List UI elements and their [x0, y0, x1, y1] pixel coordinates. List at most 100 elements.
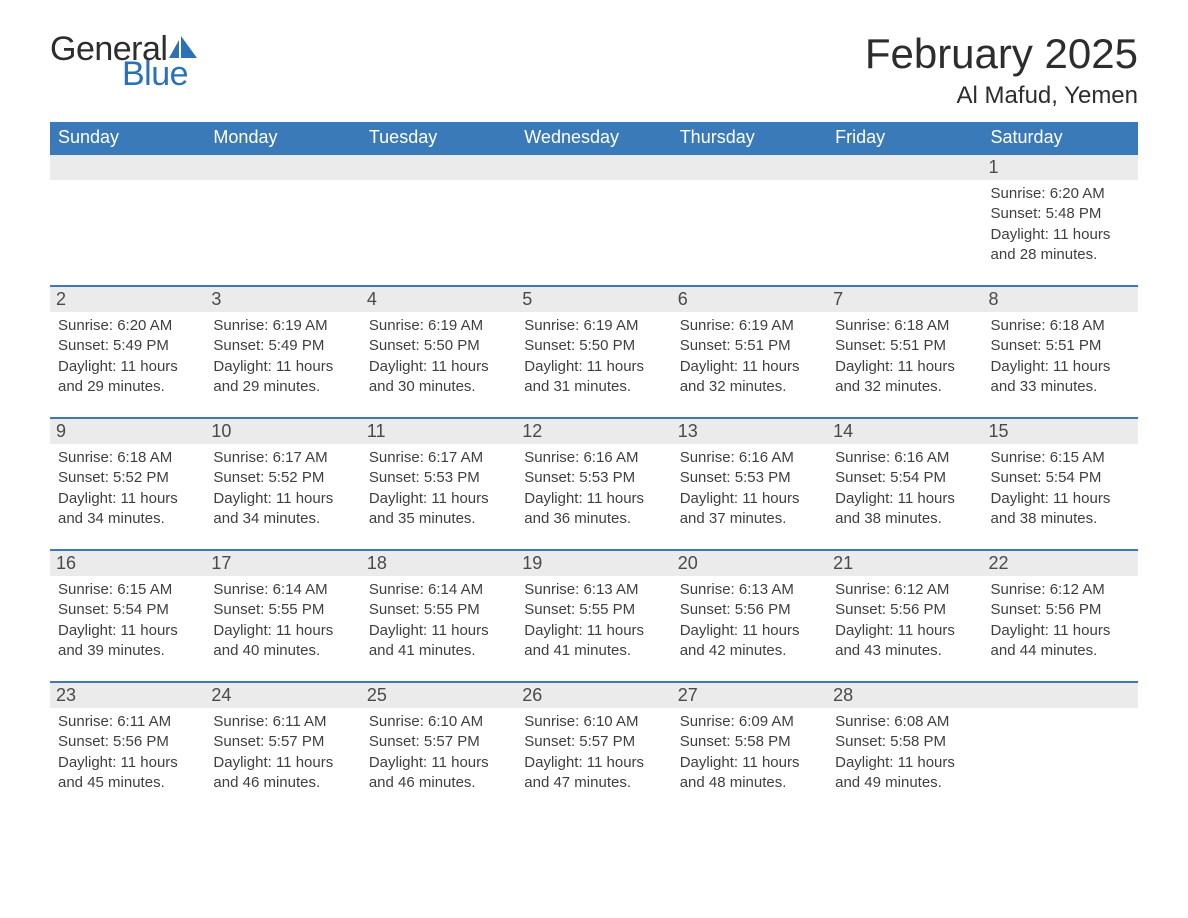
day-number: 5 [516, 285, 671, 312]
calendar-day [516, 153, 671, 285]
day-number [983, 681, 1138, 708]
calendar-day: 15 Sunrise: 6:15 AMSunset: 5:54 PMDayligh… [983, 417, 1138, 549]
location: Al Mafud, Yemen [865, 82, 1138, 110]
day-number: 11 [361, 417, 516, 444]
day-info: Sunrise: 6:18 AMSunset: 5:52 PMDaylight:… [54, 448, 201, 529]
calendar-day [983, 681, 1138, 813]
calendar-day: 2 Sunrise: 6:20 AMSunset: 5:49 PMDaylight… [50, 285, 205, 417]
calendar-day: 11 Sunrise: 6:17 AMSunset: 5:53 PMDayligh… [361, 417, 516, 549]
calendar-day: 7 Sunrise: 6:18 AMSunset: 5:51 PMDaylight… [827, 285, 982, 417]
calendar-week: 16 Sunrise: 6:15 AMSunset: 5:54 PMDayligh… [50, 549, 1138, 681]
calendar-day: 27 Sunrise: 6:09 AMSunset: 5:58 PMDayligh… [672, 681, 827, 813]
calendar-day: 28 Sunrise: 6:08 AMSunset: 5:58 PMDayligh… [827, 681, 982, 813]
day-number: 18 [361, 549, 516, 576]
day-number: 19 [516, 549, 671, 576]
weekday-header: Thursday [672, 122, 827, 153]
day-number [361, 153, 516, 180]
page-header: General Blue February 2025 Al Mafud, Yem… [50, 30, 1138, 110]
calendar-day: 18 Sunrise: 6:14 AMSunset: 5:55 PMDayligh… [361, 549, 516, 681]
day-number: 9 [50, 417, 205, 444]
calendar-day: 10Sunrise: 6:17 AMSunset: 5:52 PMDayligh… [205, 417, 360, 549]
day-info: Sunrise: 6:19 AMSunset: 5:50 PMDaylight:… [365, 316, 512, 397]
day-info: Sunrise: 6:12 AMSunset: 5:56 PMDaylight:… [987, 580, 1134, 661]
calendar-day: 19Sunrise: 6:13 AMSunset: 5:55 PMDayligh… [516, 549, 671, 681]
day-info: Sunrise: 6:19 AMSunset: 5:51 PMDaylight:… [676, 316, 823, 397]
day-number: 4 [361, 285, 516, 312]
calendar-day: 1 Sunrise: 6:20 AMSunset: 5:48 PMDaylight… [983, 153, 1138, 285]
calendar-day: 25 Sunrise: 6:10 AMSunset: 5:57 PMDayligh… [361, 681, 516, 813]
day-info: Sunrise: 6:13 AMSunset: 5:56 PMDaylight:… [676, 580, 823, 661]
day-info: Sunrise: 6:10 AMSunset: 5:57 PMDaylight:… [365, 712, 512, 793]
weekday-header: Sunday [50, 122, 205, 153]
day-number: 25 [361, 681, 516, 708]
weekday-header: Wednesday [516, 122, 671, 153]
weekday-header: Saturday [983, 122, 1138, 153]
day-number: 15 [983, 417, 1138, 444]
calendar-day: 20 Sunrise: 6:13 AMSunset: 5:56 PMDayligh… [672, 549, 827, 681]
title-block: February 2025 Al Mafud, Yemen [865, 30, 1138, 110]
calendar: SundayMondayTuesdayWednesdayThursdayFrid… [50, 122, 1138, 813]
calendar-week: 9 Sunrise: 6:18 AMSunset: 5:52 PMDaylight… [50, 417, 1138, 549]
day-info: Sunrise: 6:14 AMSunset: 5:55 PMDaylight:… [365, 580, 512, 661]
calendar-day [672, 153, 827, 285]
day-number: 14 [827, 417, 982, 444]
calendar-day: 24Sunrise: 6:11 AMSunset: 5:57 PMDayligh… [205, 681, 360, 813]
calendar-day [361, 153, 516, 285]
calendar-day: 4 Sunrise: 6:19 AMSunset: 5:50 PMDaylight… [361, 285, 516, 417]
day-info: Sunrise: 6:15 AMSunset: 5:54 PMDaylight:… [54, 580, 201, 661]
day-number: 10 [205, 417, 360, 444]
calendar-day: 22 Sunrise: 6:12 AMSunset: 5:56 PMDayligh… [983, 549, 1138, 681]
day-info: Sunrise: 6:18 AMSunset: 5:51 PMDaylight:… [831, 316, 978, 397]
day-number: 26 [516, 681, 671, 708]
day-number: 17 [205, 549, 360, 576]
weekday-header: Monday [205, 122, 360, 153]
day-info: Sunrise: 6:15 AMSunset: 5:54 PMDaylight:… [987, 448, 1134, 529]
day-info: Sunrise: 6:09 AMSunset: 5:58 PMDaylight:… [676, 712, 823, 793]
day-number: 2 [50, 285, 205, 312]
day-info: Sunrise: 6:17 AMSunset: 5:53 PMDaylight:… [365, 448, 512, 529]
day-info: Sunrise: 6:18 AMSunset: 5:51 PMDaylight:… [987, 316, 1134, 397]
day-number [516, 153, 671, 180]
day-number [827, 153, 982, 180]
day-number: 16 [50, 549, 205, 576]
month-title: February 2025 [865, 30, 1138, 78]
day-info: Sunrise: 6:12 AMSunset: 5:56 PMDaylight:… [831, 580, 978, 661]
day-number: 8 [983, 285, 1138, 312]
calendar-day [205, 153, 360, 285]
calendar-day: 23Sunrise: 6:11 AMSunset: 5:56 PMDayligh… [50, 681, 205, 813]
day-info: Sunrise: 6:10 AMSunset: 5:57 PMDaylight:… [520, 712, 667, 793]
day-number: 22 [983, 549, 1138, 576]
calendar-day: 17 Sunrise: 6:14 AMSunset: 5:55 PMDayligh… [205, 549, 360, 681]
day-info: Sunrise: 6:16 AMSunset: 5:54 PMDaylight:… [831, 448, 978, 529]
calendar-day: 6 Sunrise: 6:19 AMSunset: 5:51 PMDaylight… [672, 285, 827, 417]
calendar-day: 12Sunrise: 6:16 AMSunset: 5:53 PMDayligh… [516, 417, 671, 549]
calendar-day [827, 153, 982, 285]
day-number: 28 [827, 681, 982, 708]
day-number: 6 [672, 285, 827, 312]
logo: General Blue [50, 30, 199, 94]
calendar-week: 2 Sunrise: 6:20 AMSunset: 5:49 PMDaylight… [50, 285, 1138, 417]
day-number: 7 [827, 285, 982, 312]
logo-text-blue: Blue [122, 55, 199, 94]
day-number: 13 [672, 417, 827, 444]
day-number: 27 [672, 681, 827, 708]
weekday-header: Tuesday [361, 122, 516, 153]
calendar-week: 23Sunrise: 6:11 AMSunset: 5:56 PMDayligh… [50, 681, 1138, 813]
day-info: Sunrise: 6:20 AMSunset: 5:48 PMDaylight:… [987, 184, 1134, 265]
calendar-day: 8 Sunrise: 6:18 AMSunset: 5:51 PMDaylight… [983, 285, 1138, 417]
weekday-header: Friday [827, 122, 982, 153]
day-info: Sunrise: 6:16 AMSunset: 5:53 PMDaylight:… [520, 448, 667, 529]
weekday-header-row: SundayMondayTuesdayWednesdayThursdayFrid… [50, 122, 1138, 153]
day-info: Sunrise: 6:14 AMSunset: 5:55 PMDaylight:… [209, 580, 356, 661]
calendar-day: 21 Sunrise: 6:12 AMSunset: 5:56 PMDayligh… [827, 549, 982, 681]
day-number: 20 [672, 549, 827, 576]
calendar-day: 26 Sunrise: 6:10 AMSunset: 5:57 PMDayligh… [516, 681, 671, 813]
day-info: Sunrise: 6:20 AMSunset: 5:49 PMDaylight:… [54, 316, 201, 397]
day-number: 3 [205, 285, 360, 312]
day-info: Sunrise: 6:08 AMSunset: 5:58 PMDaylight:… [831, 712, 978, 793]
day-number: 1 [983, 153, 1138, 180]
day-number: 21 [827, 549, 982, 576]
day-info: Sunrise: 6:19 AMSunset: 5:49 PMDaylight:… [209, 316, 356, 397]
day-number [672, 153, 827, 180]
day-info: Sunrise: 6:11 AMSunset: 5:57 PMDaylight:… [209, 712, 356, 793]
